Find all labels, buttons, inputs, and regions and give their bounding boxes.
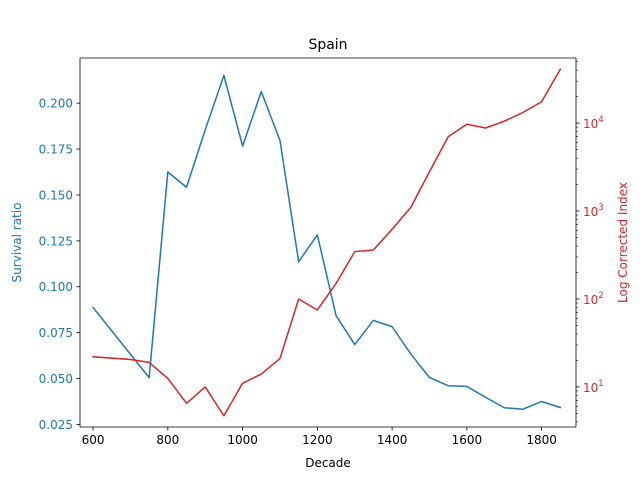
right-y-tick-label: 103 [583,203,604,219]
left-y-tick-label: 0.100 [39,280,73,294]
left-y-tick-label: 0.200 [39,97,73,111]
right-y-axis-label: Log Corrected Index [616,182,630,303]
x-tick-label: 800 [156,433,179,447]
x-axis-label: Decade [305,456,351,470]
x-tick-label: 1200 [302,433,333,447]
left-y-tick-label: 0.150 [39,188,73,202]
right-y-tick-label: 101 [583,379,604,395]
x-tick-label: 1800 [526,433,557,447]
x-tick-label: 1600 [452,433,483,447]
left-y-tick-label: 0.125 [39,234,73,248]
left-y-tick-label: 0.075 [39,326,73,340]
log-corrected-index-line [92,68,562,417]
x-tick-label: 600 [82,433,105,447]
left-y-tick-label: 0.025 [39,418,73,432]
left-y-tick-label: 0.050 [39,372,73,386]
x-tick-label: 1400 [377,433,408,447]
x-tick-label: 1000 [227,433,258,447]
right-y-tick-label: 104 [583,115,604,131]
left-y-axis-label: Survival ratio [10,203,24,283]
left-y-tick-label: 0.175 [39,143,73,157]
survival-ratio-line [92,74,562,410]
chart-title: Spain [308,37,347,53]
right-y-tick-label: 102 [583,291,604,307]
